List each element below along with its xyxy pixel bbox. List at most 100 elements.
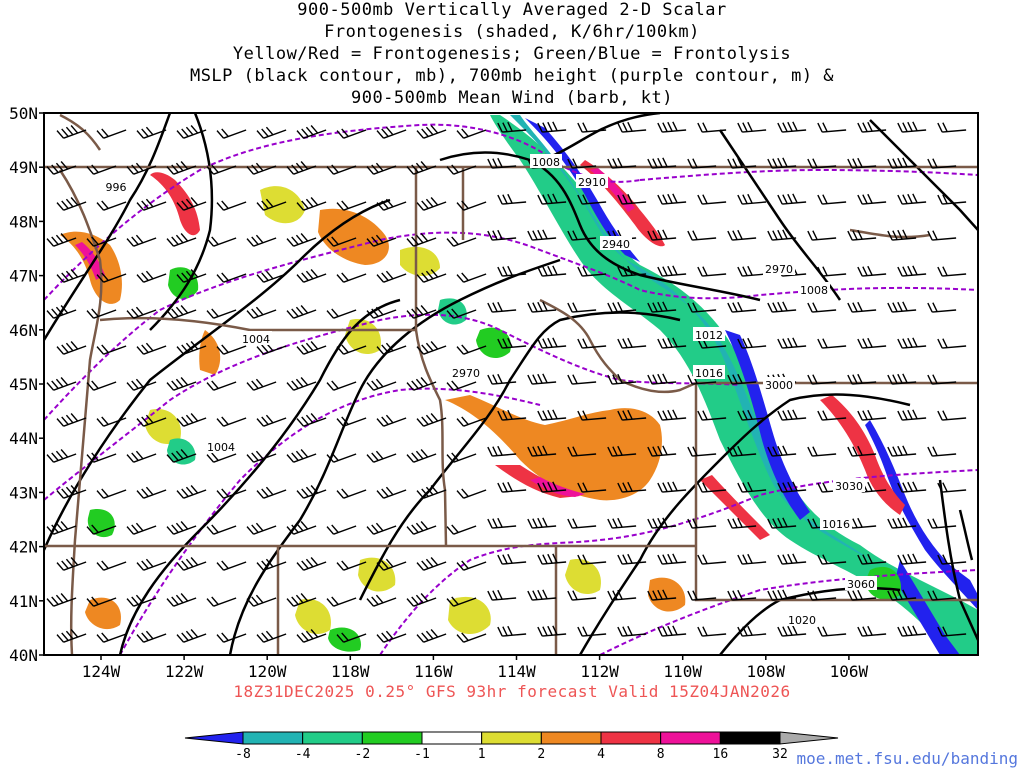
wind-barb: [887, 373, 917, 385]
wind-barb: [96, 488, 127, 499]
wind-barb: [777, 481, 807, 493]
wind-barb: [487, 445, 517, 457]
colorbar-segment: [719, 731, 781, 745]
wind-barb: [817, 194, 847, 205]
wind-barb: [647, 589, 677, 601]
height-label: 2970: [452, 367, 480, 380]
wind-barb: [617, 121, 647, 133]
wind-barb: [456, 560, 487, 571]
wind-barb: [136, 558, 167, 571]
mslp-label-bg: [240, 331, 272, 345]
wind-barb: [296, 197, 327, 211]
wind-barb: [647, 373, 677, 385]
wind-barb: [497, 481, 527, 493]
colorbar-left-arrow: [184, 731, 244, 745]
wind-barb: [96, 632, 127, 643]
wind-barb: [176, 269, 207, 283]
wind-barb: [897, 265, 927, 277]
wind-barb: [56, 269, 87, 283]
wind-barb: [136, 126, 167, 139]
colorbar-segment: [481, 731, 542, 745]
wind-barb: [727, 229, 757, 241]
lat-label-43N: 43N: [9, 483, 38, 502]
wind-barb: [577, 338, 607, 349]
wind-barb: [406, 593, 437, 607]
wind-barb: [176, 197, 207, 211]
wind-barb: [937, 266, 967, 277]
wind-barb: [166, 233, 197, 247]
wind-barb: [216, 488, 247, 499]
wind-barb: [777, 193, 807, 205]
wind-barb: [537, 265, 567, 277]
height-label-bg: [576, 174, 608, 188]
wind-barb: [296, 125, 327, 139]
wind-barb: [126, 594, 157, 607]
wind-barb: [136, 198, 167, 211]
wind-barb: [416, 125, 447, 139]
wind-barb: [897, 553, 927, 565]
colorbar-label: -4: [295, 747, 311, 762]
wind-barb: [887, 157, 917, 169]
wind-barb: [727, 157, 757, 169]
wind-barb: [577, 194, 607, 205]
wind-barb: [456, 128, 487, 139]
wind-barb: [166, 521, 197, 535]
wind-barb: [857, 553, 887, 565]
wind-barb: [647, 157, 677, 169]
wind-barb: [96, 560, 127, 571]
wind-barb: [807, 230, 837, 241]
wind-barb: [206, 308, 237, 319]
wind-barb: [206, 236, 237, 247]
wind-barb: [366, 234, 397, 247]
wind-barb: [56, 557, 87, 571]
wind-barb: [887, 445, 917, 457]
wind-barb: [857, 193, 887, 205]
colorbar-segment: [660, 731, 721, 745]
wind-barb: [767, 517, 797, 529]
wind-barb: [847, 157, 877, 169]
wind-barb: [697, 554, 727, 565]
height-label-bg: [845, 576, 877, 590]
wind-barb: [927, 590, 957, 601]
wind-barb: [807, 158, 837, 169]
wind-barb: [216, 416, 247, 427]
wind-barb: [456, 416, 487, 427]
wind-barb: [617, 481, 647, 493]
wind-barb: [657, 337, 687, 349]
lat-label-50N: 50N: [9, 104, 38, 123]
wind-barb: [446, 236, 477, 247]
wind-barb: [687, 446, 717, 457]
wind-barb: [286, 377, 317, 391]
wind-barb: [256, 414, 287, 427]
wind-barb: [857, 625, 887, 637]
wind-barb: [537, 409, 567, 421]
source-url[interactable]: moe.met.fsu.edu/banding: [796, 749, 1018, 768]
wind-barb: [406, 521, 437, 535]
wind-barb: [497, 409, 527, 421]
wind-barb: [887, 589, 917, 601]
wind-barb: [326, 236, 357, 247]
wind-barb: [336, 560, 367, 571]
wind-barb: [657, 409, 687, 421]
wind-barb: [246, 378, 277, 391]
wind-barb: [86, 380, 117, 391]
wind-barb: [487, 517, 517, 529]
title-line-3: Yellow/Red = Frontogenesis; Green/Blue =…: [232, 44, 792, 64]
lat-label-45N: 45N: [9, 375, 38, 394]
mslp-label: 1016: [695, 367, 723, 380]
wind-barb: [527, 517, 557, 529]
wind-barb: [737, 337, 767, 349]
wind-barb: [807, 302, 837, 313]
wind-barb: [246, 522, 277, 535]
wind-barb: [336, 128, 367, 139]
wind-barb: [446, 596, 477, 607]
height-label: 3060: [847, 578, 875, 591]
height-label: 2940: [602, 238, 630, 251]
wind-barb: [697, 482, 727, 493]
wind-barb: [126, 450, 157, 463]
wind-barb: [416, 413, 447, 427]
lat-label-44N: 44N: [9, 429, 38, 448]
wind-barb: [687, 158, 717, 169]
wind-barb: [166, 593, 197, 607]
